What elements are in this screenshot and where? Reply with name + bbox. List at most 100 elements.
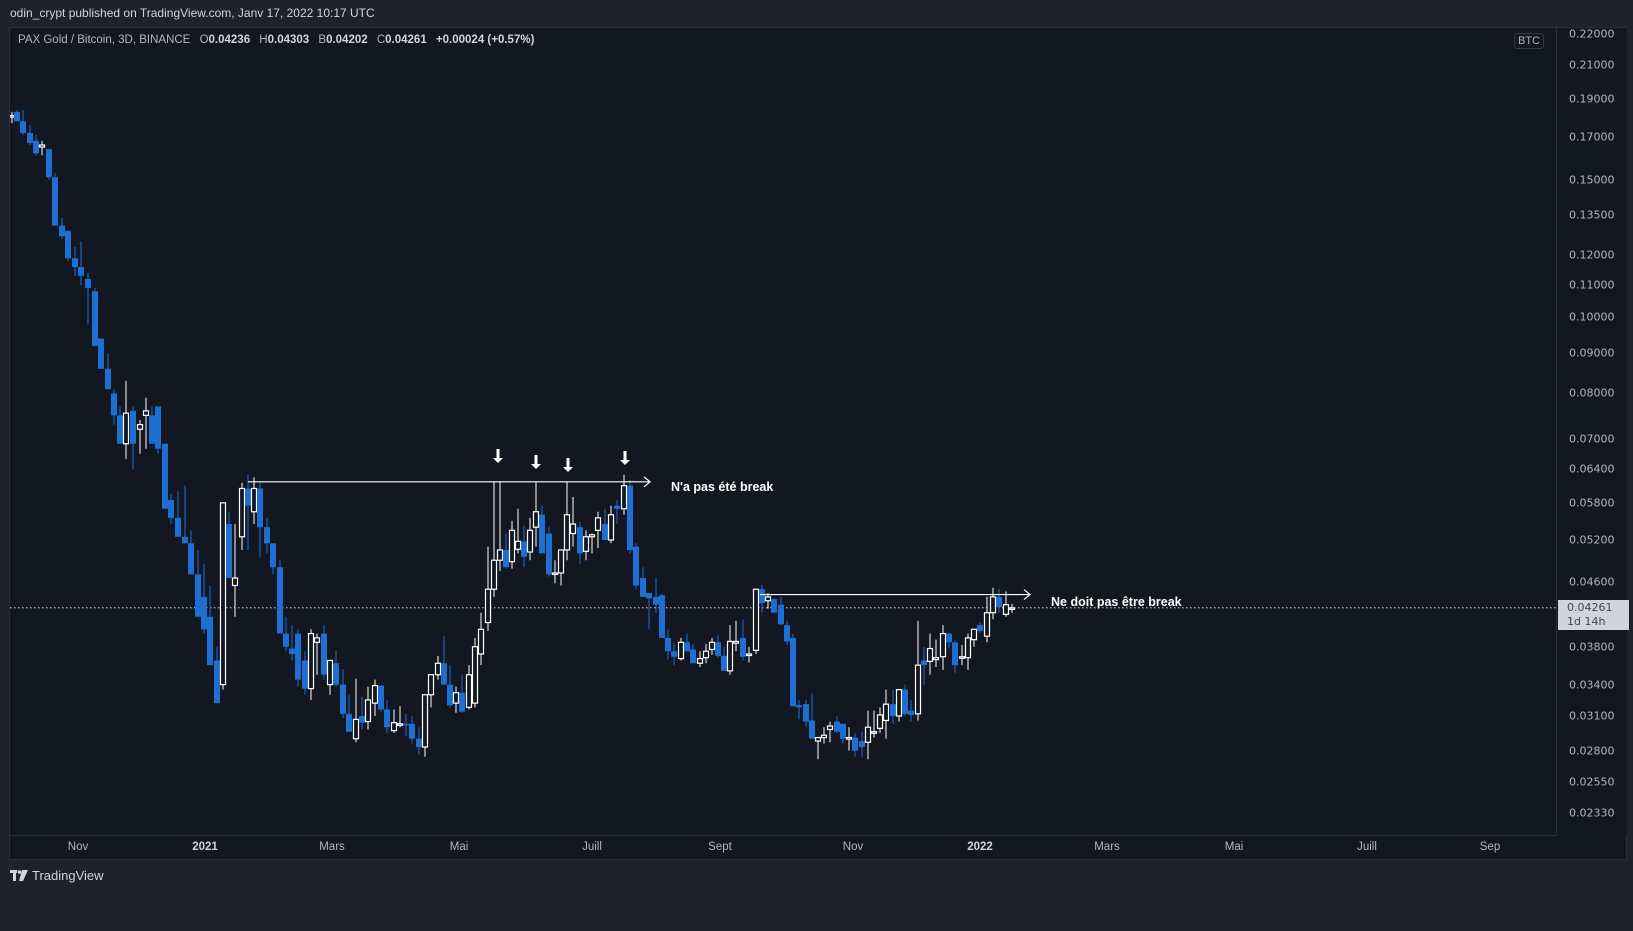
down-candle — [902, 684, 908, 717]
down-candle — [627, 480, 633, 554]
price-tick: 0.07000 — [1569, 432, 1615, 446]
currency-badge[interactable]: BTC — [1514, 33, 1544, 49]
up-candle — [970, 628, 978, 647]
published-by: odin_crypt published on TradingView.com,… — [10, 6, 375, 20]
up-candle — [939, 625, 947, 670]
down-candle — [416, 727, 422, 755]
candlestick-chart — [10, 109, 1556, 760]
price-tick: 0.19000 — [1569, 92, 1615, 106]
low-value: 0.04202 — [326, 34, 368, 46]
down-candle — [671, 643, 677, 666]
price-tick: 0.02800 — [1569, 744, 1615, 758]
time-axis[interactable]: Nov 2021 Mars Mai Juill Sept Nov 2022 Mars Mai Jui… — [10, 835, 1556, 859]
open-label: O — [199, 34, 209, 46]
tradingview-logo-icon — [10, 869, 28, 882]
down-candle — [684, 633, 690, 652]
down-arrow-icon — [493, 449, 503, 463]
down-candle — [182, 485, 188, 544]
down-candle — [409, 716, 415, 744]
up-candle — [845, 727, 853, 751]
up-candle — [958, 644, 966, 666]
up-candle — [569, 497, 577, 547]
up-candle — [708, 637, 716, 655]
up-candle — [964, 633, 972, 670]
up-candle — [764, 593, 772, 609]
down-candle — [168, 494, 174, 525]
up-candle — [820, 727, 828, 744]
down-candle — [33, 134, 39, 156]
price-tick: 0.03400 — [1569, 678, 1615, 692]
annotation-text-1[interactable]: N'a pas été break — [671, 480, 774, 494]
down-candle — [245, 474, 251, 550]
price-axis[interactable]: 0.22000 0.21000 0.19000 0.17000 0.15000 0.135… — [1556, 28, 1627, 835]
down-candle — [403, 713, 409, 737]
up-candle — [895, 689, 903, 722]
price-tick: 0.05800 — [1569, 496, 1615, 510]
up-candle — [490, 481, 498, 597]
chart-plot-area[interactable] — [10, 28, 1556, 835]
up-candle — [396, 706, 404, 728]
down-candle — [521, 525, 527, 568]
time-tick: Sep — [1479, 841, 1501, 853]
up-candle — [307, 629, 315, 700]
down-candle — [977, 622, 983, 633]
down-candle — [459, 674, 465, 713]
down-candle — [577, 522, 583, 564]
down-candle — [690, 644, 696, 664]
price-tick: 0.11000 — [1569, 278, 1615, 292]
resistance-line-2[interactable] — [760, 589, 1031, 601]
up-candle — [563, 481, 571, 561]
down-candle — [441, 636, 447, 685]
up-candle — [122, 380, 130, 459]
down-candle — [52, 172, 58, 226]
resistance-line-1[interactable] — [248, 476, 651, 488]
down-candle — [946, 632, 952, 649]
down-candle — [771, 598, 777, 613]
up-candle — [136, 419, 144, 454]
up-candle — [526, 517, 534, 561]
down-candle — [640, 567, 646, 597]
up-candle — [726, 625, 734, 675]
up-candle — [870, 710, 878, 738]
up-candle — [914, 620, 922, 721]
up-candle — [752, 588, 760, 654]
price-tick: 0.06400 — [1569, 462, 1615, 476]
up-candle — [588, 533, 596, 554]
up-candle — [582, 530, 590, 561]
time-tick: 2021 — [192, 841, 218, 853]
down-candle — [201, 563, 207, 634]
down-candle — [633, 543, 639, 590]
down-candle — [321, 625, 327, 680]
change-value: +0.00024 (+0.57%) — [435, 34, 535, 46]
down-candle — [840, 723, 846, 744]
up-candle — [38, 140, 46, 156]
time-tick: 2022 — [967, 841, 993, 853]
down-candle — [85, 272, 91, 325]
down-candle — [72, 247, 78, 276]
down-candle — [721, 646, 727, 671]
down-candle — [778, 596, 784, 626]
down-candle — [46, 149, 52, 180]
up-candle — [231, 524, 239, 617]
up-candle — [594, 511, 602, 548]
down-candle — [759, 584, 765, 613]
down-candle — [277, 560, 283, 634]
price-tick: 0.05200 — [1569, 533, 1615, 547]
down-candle — [59, 217, 65, 239]
price-tick: 0.10000 — [1569, 310, 1615, 324]
up-candle — [557, 549, 565, 586]
price-tick: 0.03800 — [1569, 640, 1615, 654]
down-candle — [796, 699, 802, 720]
down-arrow-icon — [531, 455, 541, 469]
up-candle — [238, 482, 246, 550]
down-candle — [659, 593, 665, 638]
annotation-text-2[interactable]: Ne doit pas être break — [1051, 595, 1182, 609]
down-candle — [65, 230, 71, 262]
down-candle — [784, 620, 790, 645]
up-candle — [989, 587, 997, 620]
up-candle — [427, 674, 435, 708]
footer-brand-name: TradingView — [32, 868, 104, 883]
down-candle — [257, 482, 263, 557]
price-tick: 0.17000 — [1569, 130, 1615, 144]
up-candle — [607, 505, 615, 544]
